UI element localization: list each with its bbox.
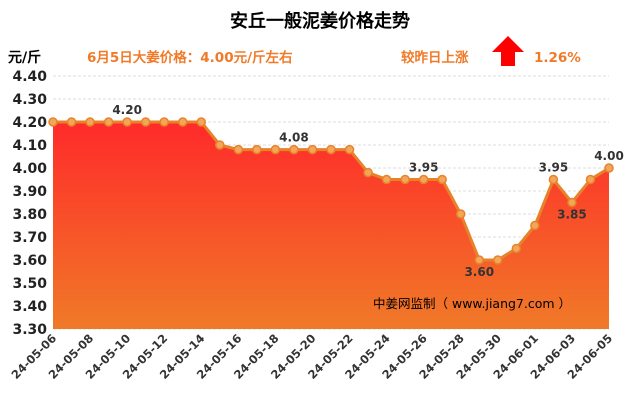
- price-area: [53, 122, 609, 329]
- data-point: [400, 174, 410, 185]
- headline-price: 6月5日大姜价格：4.00元/斤左右: [87, 49, 293, 66]
- y-tick-label: 3.30: [12, 322, 47, 338]
- y-tick-label: 3.70: [12, 230, 47, 246]
- change-percent: 1.26%: [534, 50, 581, 66]
- up-arrow-icon: [492, 36, 524, 66]
- data-point: [307, 144, 318, 155]
- y-tick-label: 3.80: [12, 207, 47, 223]
- y-tick-label: 4.30: [12, 92, 47, 108]
- data-point: [159, 117, 169, 127]
- data-point: [530, 220, 540, 231]
- data-point: [215, 140, 225, 150]
- data-point: [177, 117, 188, 127]
- data-label: 4.00: [594, 149, 624, 163]
- y-axis-unit: 元/斤: [8, 49, 41, 66]
- data-point: [196, 117, 207, 127]
- y-tick-label: 3.90: [12, 184, 47, 200]
- data-point: [585, 174, 596, 185]
- data-point: [511, 243, 522, 254]
- data-point: [363, 167, 373, 178]
- source-credit: 中姜网监制（ www.jiang7.com ）: [373, 296, 571, 311]
- data-point: [66, 117, 77, 127]
- y-tick-label: 4.20: [12, 115, 47, 131]
- data-point: [344, 144, 355, 155]
- data-point: [381, 174, 392, 185]
- y-tick-label: 3.40: [12, 299, 47, 315]
- data-label: 4.20: [112, 103, 142, 117]
- chart-title: 安丘一般泥姜价格走势: [230, 10, 410, 32]
- y-tick-label: 4.40: [12, 69, 47, 85]
- data-label: 3.85: [557, 208, 587, 222]
- data-point: [437, 174, 447, 185]
- y-tick-label: 3.50: [12, 276, 47, 292]
- y-tick-label: 3.60: [12, 253, 47, 269]
- data-point: [252, 144, 262, 155]
- y-tick-label: 4.10: [12, 138, 47, 154]
- data-labels: 4.20 4.08 3.95 3.60 3.95 3.85 4.00: [112, 103, 623, 279]
- data-point: [604, 163, 614, 173]
- data-point: [122, 117, 132, 127]
- data-point: [48, 117, 58, 127]
- change-label: 较昨日上涨: [401, 49, 469, 66]
- y-axis-ticks: 3.30 3.40 3.50 3.60 3.70 3.80 3.90 4.00 4.10 4.20…: [12, 69, 47, 338]
- data-point: [567, 197, 577, 208]
- x-axis-ticks: 24-05-0624-05-0824-05-1024-05-1224-05-14…: [9, 331, 616, 382]
- data-label: 3.95: [409, 161, 439, 175]
- data-point: [233, 144, 244, 155]
- data-point: [493, 255, 503, 265]
- data-markers: [48, 117, 614, 265]
- data-label: 3.60: [464, 265, 494, 279]
- data-point: [289, 144, 299, 155]
- data-point: [548, 174, 559, 185]
- data-point: [103, 117, 114, 127]
- data-point: [418, 174, 429, 185]
- data-point: [326, 144, 336, 155]
- data-point: [140, 117, 151, 127]
- data-label: 4.08: [279, 131, 309, 145]
- y-tick-label: 4.00: [12, 161, 47, 177]
- data-point: [455, 209, 466, 219]
- data-point: [85, 117, 95, 127]
- data-point: [270, 144, 281, 155]
- data-point: [474, 255, 485, 265]
- data-label: 3.95: [539, 161, 569, 175]
